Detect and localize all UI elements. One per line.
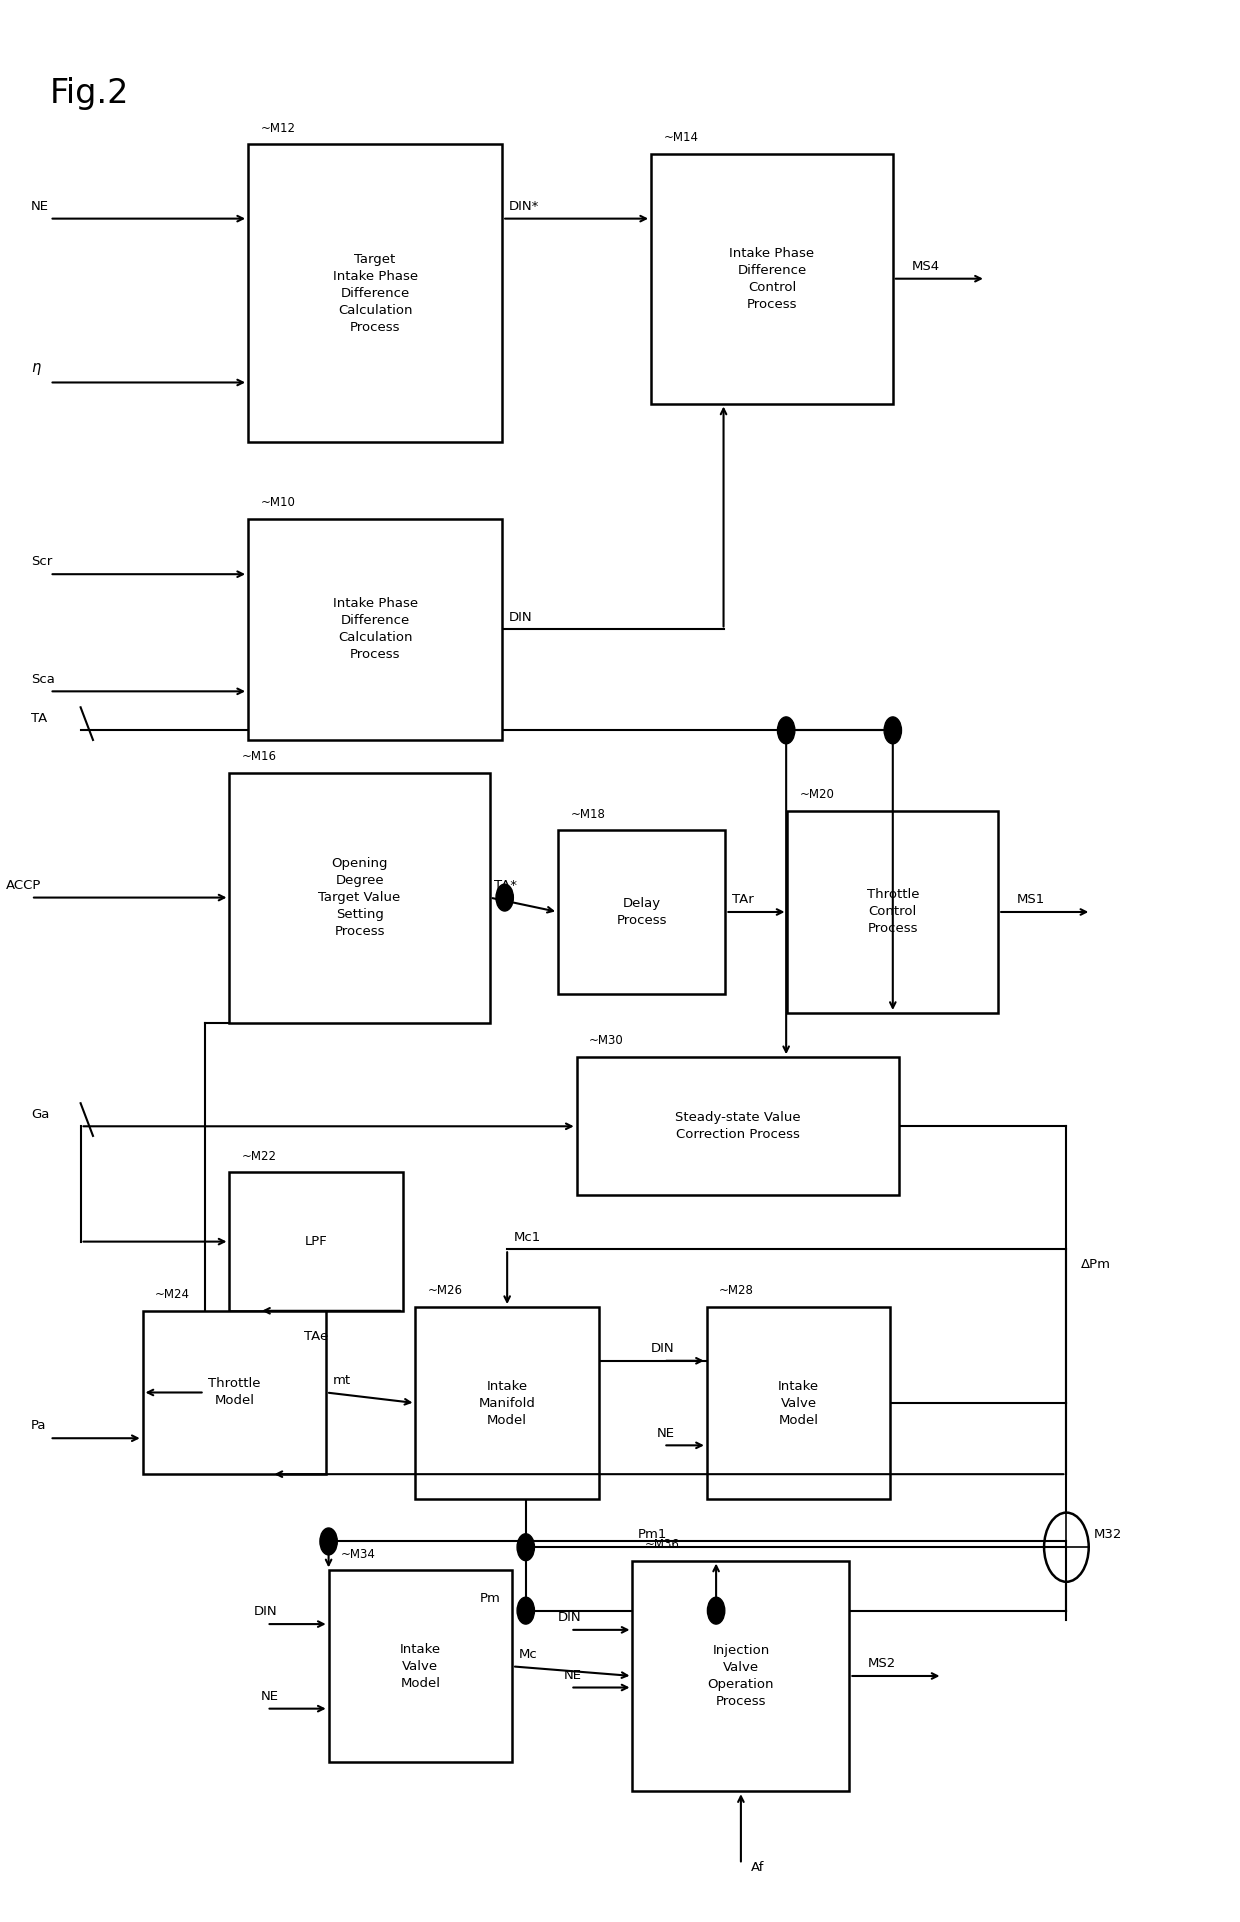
Text: ~M14: ~M14 (663, 131, 698, 144)
Text: TA*: TA* (494, 878, 517, 892)
FancyBboxPatch shape (229, 1172, 403, 1311)
Text: DIN*: DIN* (508, 200, 538, 213)
Text: ~M34: ~M34 (341, 1547, 376, 1561)
Text: Steady-state Value
Correction Process: Steady-state Value Correction Process (675, 1111, 801, 1142)
Text: Intake
Valve
Model: Intake Valve Model (399, 1643, 441, 1689)
Text: MS4: MS4 (911, 259, 940, 273)
Text: DIN: DIN (558, 1611, 582, 1624)
Text: Pm: Pm (480, 1591, 501, 1605)
Text: MS1: MS1 (1017, 894, 1045, 907)
Text: ~M28: ~M28 (719, 1284, 754, 1297)
Text: Mc: Mc (518, 1647, 537, 1661)
Text: Intake
Manifold
Model: Intake Manifold Model (479, 1380, 536, 1426)
FancyBboxPatch shape (787, 811, 998, 1013)
Text: ~M12: ~M12 (260, 121, 295, 135)
Text: M32: M32 (1094, 1528, 1122, 1541)
Text: TAe: TAe (304, 1330, 329, 1343)
Text: NE: NE (564, 1668, 583, 1682)
Text: Ga: Ga (31, 1107, 50, 1121)
Text: Opening
Degree
Target Value
Setting
Process: Opening Degree Target Value Setting Proc… (319, 857, 401, 938)
FancyBboxPatch shape (248, 144, 502, 442)
Text: ~M26: ~M26 (428, 1284, 463, 1297)
Text: LPF: LPF (305, 1236, 327, 1247)
Text: $\eta$: $\eta$ (31, 361, 42, 377)
Circle shape (496, 884, 513, 911)
FancyBboxPatch shape (577, 1057, 899, 1195)
Text: DIN: DIN (254, 1605, 278, 1618)
FancyBboxPatch shape (143, 1311, 326, 1474)
FancyBboxPatch shape (651, 154, 893, 404)
Circle shape (320, 1528, 337, 1555)
Text: Pm1: Pm1 (639, 1528, 667, 1541)
FancyBboxPatch shape (329, 1570, 512, 1762)
FancyBboxPatch shape (248, 519, 502, 740)
FancyBboxPatch shape (707, 1307, 890, 1499)
Text: mt: mt (332, 1374, 351, 1388)
FancyBboxPatch shape (415, 1307, 599, 1499)
Text: TAr: TAr (732, 894, 754, 907)
Text: Af: Af (751, 1860, 764, 1874)
Text: Mc1: Mc1 (513, 1230, 541, 1244)
Text: TA: TA (31, 711, 47, 725)
Text: Throttle
Model: Throttle Model (208, 1378, 260, 1407)
Circle shape (517, 1534, 534, 1561)
Text: ~M10: ~M10 (260, 496, 295, 509)
Circle shape (517, 1597, 534, 1624)
Text: Fig.2: Fig.2 (50, 77, 129, 110)
FancyBboxPatch shape (632, 1561, 849, 1791)
Text: ~M20: ~M20 (800, 788, 835, 801)
Text: Pa: Pa (31, 1420, 47, 1432)
Text: NE: NE (31, 200, 50, 213)
Text: ~M24: ~M24 (155, 1288, 190, 1301)
Circle shape (884, 717, 901, 744)
Text: Intake Phase
Difference
Control
Process: Intake Phase Difference Control Process (729, 246, 815, 311)
Text: ~M30: ~M30 (589, 1034, 624, 1047)
Text: ~M16: ~M16 (242, 750, 277, 763)
Circle shape (777, 717, 795, 744)
Text: Injection
Valve
Operation
Process: Injection Valve Operation Process (708, 1643, 774, 1709)
Text: DIN: DIN (508, 611, 532, 623)
Text: ~M18: ~M18 (570, 807, 605, 821)
Text: Delay
Process: Delay Process (616, 898, 667, 926)
Text: NE: NE (260, 1689, 279, 1703)
Circle shape (707, 1597, 724, 1624)
Text: ~M22: ~M22 (242, 1149, 277, 1163)
Text: NE: NE (657, 1426, 676, 1440)
Text: Intake Phase
Difference
Calculation
Process: Intake Phase Difference Calculation Proc… (332, 598, 418, 661)
Text: Scr: Scr (31, 555, 52, 569)
FancyBboxPatch shape (229, 773, 490, 1023)
Text: ACCP: ACCP (6, 878, 42, 892)
Text: Target
Intake Phase
Difference
Calculation
Process: Target Intake Phase Difference Calculati… (332, 252, 418, 334)
Text: Sca: Sca (31, 673, 55, 686)
Text: MS2: MS2 (868, 1657, 897, 1670)
Text: Intake
Valve
Model: Intake Valve Model (777, 1380, 820, 1426)
Text: ΔPm: ΔPm (1081, 1259, 1111, 1270)
Text: Throttle
Control
Process: Throttle Control Process (867, 888, 919, 936)
Text: ~M36: ~M36 (645, 1538, 680, 1551)
FancyBboxPatch shape (558, 830, 725, 994)
Text: DIN: DIN (651, 1342, 675, 1355)
